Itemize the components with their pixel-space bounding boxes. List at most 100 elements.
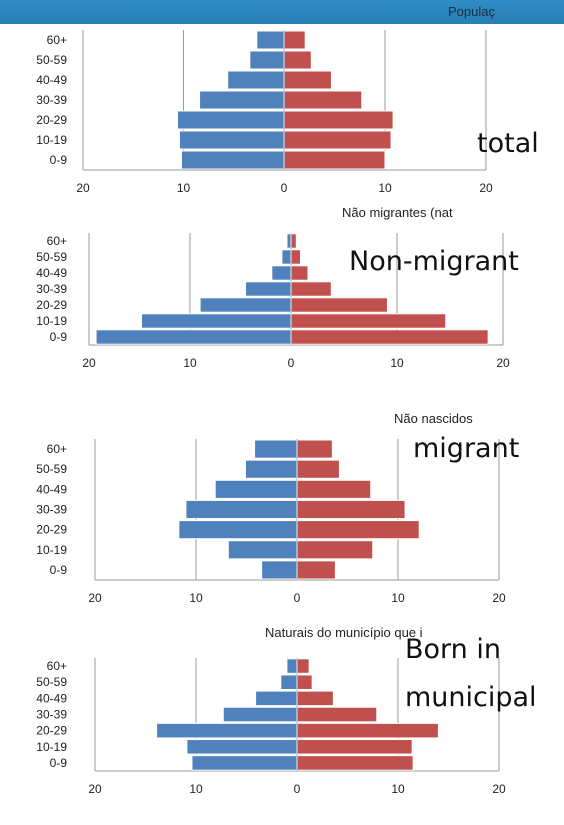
pyramid-chart-4: 60+ 50-59 40-49 30-39 20-29 10-19 0-9 20 10 0 10 20 <box>36 658 506 796</box>
category-label: 50-59 <box>36 462 67 476</box>
bar-right-0-9 <box>296 560 336 580</box>
bar-right-30-39 <box>283 90 363 110</box>
bar-left-40-49 <box>214 479 298 499</box>
category-label: 0-9 <box>50 153 68 167</box>
category-label: 50-59 <box>36 250 67 264</box>
header-bar: Populaç <box>0 0 564 24</box>
bar-right-60+ <box>296 439 333 459</box>
category-label: 60+ <box>47 234 67 248</box>
bar-right-0-9 <box>296 755 414 771</box>
category-label: 40-49 <box>36 73 67 87</box>
x-tick-label: 10 <box>390 356 404 370</box>
bar-left-0-9 <box>191 755 298 771</box>
bar-left-30-39 <box>245 281 292 297</box>
bar-right-0-9 <box>283 150 386 170</box>
category-label: 50-59 <box>36 675 67 689</box>
label-born-in: Born in <box>405 634 501 665</box>
category-label: 20-29 <box>36 523 67 537</box>
bar-right-30-39 <box>290 281 332 297</box>
chart-2-title: Não migrantes (nat <box>342 205 453 220</box>
pyramid-chart-1: 60+ 50-59 40-49 30-39 20-29 10-19 0-9 20 10 0 10 20 <box>36 30 493 195</box>
x-tick-label: 10 <box>177 181 191 195</box>
category-label: 0-9 <box>50 563 68 577</box>
bar-right-60+ <box>283 30 306 50</box>
bar-left-0-9 <box>180 150 285 170</box>
bar-left-60+ <box>256 30 285 50</box>
x-tick-label: 20 <box>496 356 510 370</box>
bar-left-30-39 <box>222 706 298 723</box>
bar-left-10-19 <box>227 540 298 560</box>
bar-left-40-49 <box>255 690 298 707</box>
category-label: 60+ <box>47 442 67 456</box>
bar-right-10-19 <box>296 540 374 560</box>
bar-right-0-9 <box>290 329 489 345</box>
x-tick-label: 10 <box>189 782 203 796</box>
bar-left-10-19 <box>186 739 298 755</box>
chart-3-title: Não nascidos <box>394 411 473 426</box>
bar-right-40-49 <box>290 265 309 281</box>
label-non-migrant: Non-migrant <box>349 246 519 277</box>
bar-right-10-19 <box>296 739 413 755</box>
bar-left-40-49 <box>227 70 285 90</box>
bar-right-60+ <box>290 233 297 249</box>
category-label: 0-9 <box>50 756 68 770</box>
category-label: 30-39 <box>36 708 67 722</box>
category-label: 0-9 <box>50 330 68 344</box>
category-label: 30-39 <box>36 93 67 107</box>
x-tick-label: 10 <box>378 181 392 195</box>
x-tick-label: 10 <box>391 591 405 605</box>
bar-left-30-39 <box>185 499 298 520</box>
x-tick-label: 10 <box>391 782 405 796</box>
x-tick-label: 20 <box>76 181 90 195</box>
x-tick-label: 20 <box>88 591 102 605</box>
x-tick-label: 0 <box>294 591 301 605</box>
bar-right-60+ <box>296 658 310 674</box>
pyramid-chart-3: 60+ 50-59 40-49 30-39 20-29 10-19 0-9 20 10 0 10 20 <box>36 439 506 605</box>
x-tick-label: 0 <box>294 782 301 796</box>
pyramid-chart-2: 60+ 50-59 40-49 30-39 20-29 10-19 0-9 20 10 0 10 20 <box>36 233 510 370</box>
bar-left-50-59 <box>244 459 298 479</box>
bar-right-40-49 <box>296 479 372 499</box>
label-total: total <box>477 128 539 159</box>
bar-right-50-59 <box>296 459 340 479</box>
category-label: 40-49 <box>36 482 67 496</box>
bar-right-30-39 <box>296 706 378 723</box>
category-label: 20-29 <box>36 113 67 127</box>
x-tick-label: 20 <box>88 782 102 796</box>
bar-right-20-29 <box>290 297 388 313</box>
bar-left-20-29 <box>156 722 298 739</box>
bar-right-30-39 <box>296 499 406 520</box>
category-label: 10-19 <box>36 740 67 754</box>
category-label: 60+ <box>47 33 67 47</box>
bar-left-10-19 <box>178 130 285 150</box>
bar-right-40-49 <box>283 70 332 90</box>
category-label: 20-29 <box>36 724 67 738</box>
category-label: 50-59 <box>36 53 67 67</box>
bar-left-50-59 <box>280 674 298 690</box>
bar-left-50-59 <box>281 249 292 265</box>
bar-left-0-9 <box>261 560 298 580</box>
bar-left-20-29 <box>199 297 292 313</box>
x-tick-label: 0 <box>281 181 288 195</box>
bar-left-40-49 <box>271 265 292 281</box>
x-tick-label: 20 <box>479 181 493 195</box>
bar-left-30-39 <box>199 90 285 110</box>
bar-right-50-59 <box>283 50 312 70</box>
chart-4-title: Naturais do município que i <box>265 625 423 640</box>
bar-right-20-29 <box>296 722 439 739</box>
category-label: 30-39 <box>36 503 67 517</box>
x-tick-label: 0 <box>288 356 295 370</box>
category-label: 10-19 <box>36 133 67 147</box>
bar-right-20-29 <box>296 520 420 540</box>
bar-left-10-19 <box>141 313 292 329</box>
bar-right-10-19 <box>290 313 447 329</box>
bar-right-10-19 <box>283 130 392 150</box>
x-tick-label: 10 <box>183 356 197 370</box>
bar-left-20-29 <box>178 520 298 540</box>
bar-left-60+ <box>286 658 298 674</box>
category-label: 30-39 <box>36 282 67 296</box>
header-title: Populaç <box>448 4 495 19</box>
x-tick-label: 20 <box>492 591 506 605</box>
bar-right-50-59 <box>290 249 302 265</box>
bar-left-60+ <box>254 439 298 459</box>
